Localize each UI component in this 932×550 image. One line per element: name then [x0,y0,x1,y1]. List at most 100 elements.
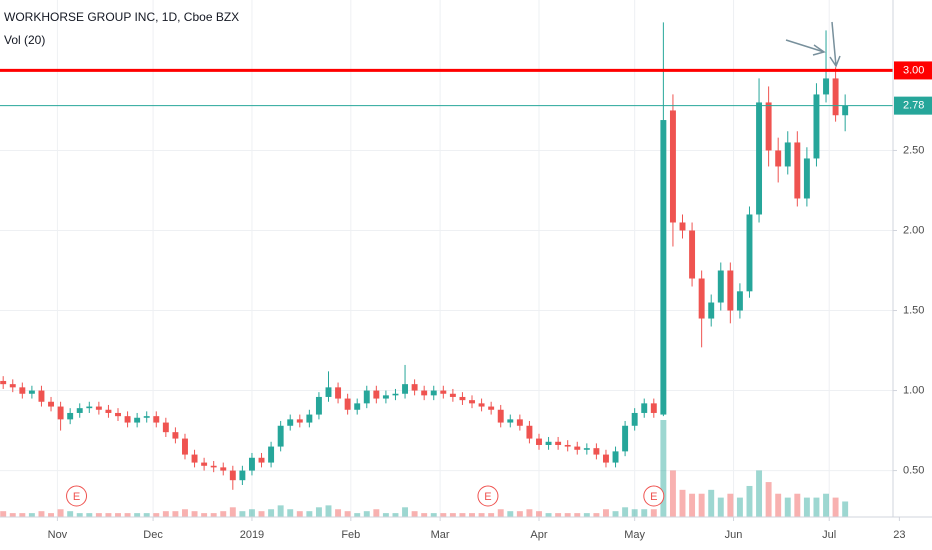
volume-bar [38,511,45,517]
x-tick-label: 2019 [240,529,264,541]
candle-body [775,150,782,167]
volume-bar [784,497,791,517]
chart-title: WORKHORSE GROUP INC, 1D, Cboe BZX [4,10,239,24]
volume-bar [708,489,715,517]
candle-body [153,416,160,423]
candle-body [95,406,102,410]
arrow [785,39,825,53]
candle-body [488,406,495,410]
volume-bar [631,509,638,517]
level-label: 3.00 [903,64,924,76]
price-pane [0,22,849,490]
volume-bar [210,513,217,517]
chart-subtitle: Vol (20) [4,33,45,47]
earnings-label: E [73,491,80,503]
x-tick-label: Jul [822,529,836,541]
volume-bar [440,513,447,517]
volume-bar [354,513,361,517]
earnings-label: E [650,491,657,503]
candle-body [172,432,179,439]
volume-bar [813,497,820,517]
volume-bar [143,513,150,517]
candle-body [335,387,342,399]
candle-body [48,401,54,407]
candle-body [507,419,514,423]
volume-bar [421,513,428,517]
volume-bar [9,513,16,517]
volume-bar [459,513,466,517]
y-tick-label: 1.50 [903,304,924,316]
y-tick-label: 0.50 [903,464,924,476]
candle-body [497,409,504,423]
candle-body [239,470,246,481]
arrow-head [812,44,826,56]
candle-body [9,384,16,388]
candle-body [363,390,370,404]
volume-bar [794,493,801,517]
candle-body [201,462,208,466]
axes: 0.50 1.00 1.50 2.00 2.50 Nov Dec 2019 Feb Mar Apr M… [48,144,925,541]
volume-bar [832,497,839,517]
candle-body [555,441,562,445]
candle-body [756,102,763,215]
arrow [831,21,837,67]
candle-body [669,110,676,223]
candle-body [689,230,696,279]
volume-bar [526,509,533,517]
volume-bar [134,513,141,517]
volume-pane [0,420,849,517]
candle-body [430,390,437,396]
candle-body [727,270,734,311]
x-tick-label: Mar [431,529,450,541]
earnings-label: E [484,491,491,503]
candle-body [344,398,351,410]
candle-body [449,393,456,397]
volume-bar [287,509,294,517]
grid [0,0,893,517]
volume-bar [153,513,160,517]
volume-bar [201,513,208,517]
volume-bar [593,513,600,517]
volume-bar [488,513,495,517]
volume-bar [430,513,437,517]
candle-body [325,387,332,397]
volume-bar [622,507,629,517]
candle-body [679,222,686,231]
candle-body [832,78,839,116]
volume-bar [727,493,734,517]
volume-bar [86,513,93,517]
candle-body [708,302,715,319]
x-tick-label: Dec [143,529,163,541]
candle-body [583,448,590,450]
volume-bar [115,513,121,517]
volume-bar [124,513,131,517]
volume-bar [641,509,648,517]
earnings-marker [66,485,88,507]
volume-bar [306,511,313,517]
volume-bar [220,511,227,517]
volume-bar [698,493,705,517]
candle-body [182,438,188,455]
candle-body [794,142,801,199]
candle-body [258,457,265,463]
candle-body [717,270,724,303]
candle-body [296,419,303,423]
volume-bar [507,511,514,517]
volume-bar [564,513,571,517]
candle-body [736,291,743,311]
volume-bar [497,509,504,517]
candle-body [86,406,93,409]
volume-bar [602,509,609,517]
volume-bar [182,509,188,517]
candle-body [803,158,810,199]
candle-body [124,416,131,423]
volume-bar [28,513,35,517]
level-label-box [894,61,932,80]
volume-bar [842,501,849,517]
y-tick-label: 2.50 [903,144,924,156]
x-tick-label: Feb [341,529,360,541]
candle-body [765,102,772,151]
candle-body [229,470,236,481]
